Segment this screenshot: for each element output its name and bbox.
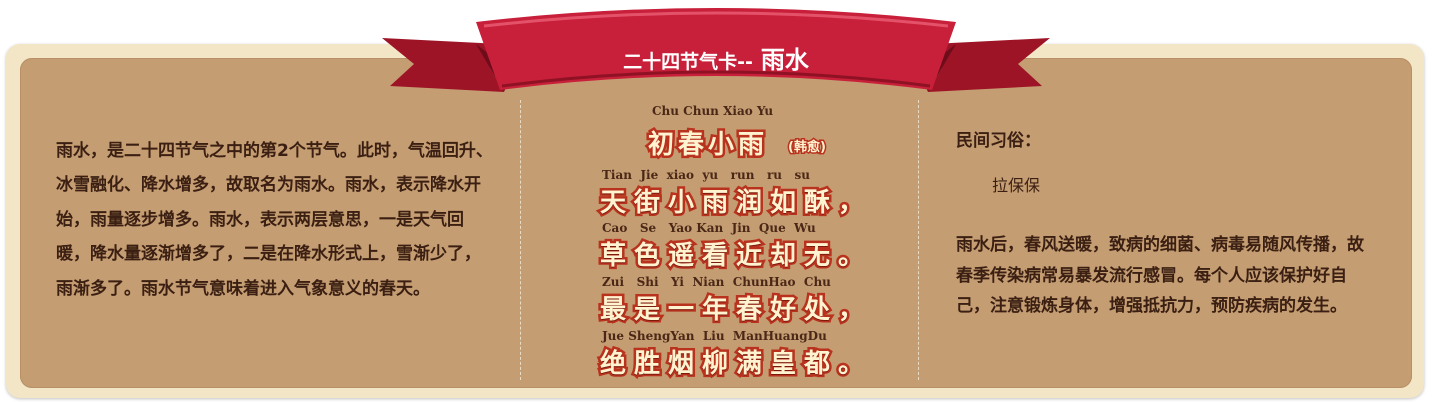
poem-line-2-pinyin: Cao Se Yao Kan Jin Que Wu xyxy=(602,221,816,235)
health-text: 雨水后，春风送暖，致病的细菌、病毒易随风传播，故春季传染病常易暴发流行感冒。每个… xyxy=(956,235,1364,316)
poem-author: (韩愈) xyxy=(787,139,828,157)
banner-title-term: 雨水 xyxy=(760,46,809,74)
poem-line-3: 最是一年春好处， xyxy=(597,293,873,328)
column-divider-left xyxy=(520,100,521,380)
title-ribbon: 二十四节气卡-- 雨水 xyxy=(380,0,1052,100)
poem-line-1-pinyin: Tian Jie xiao yu run ru su xyxy=(602,168,811,182)
customs-item: 拉保保 xyxy=(992,176,1041,195)
column-divider-right xyxy=(918,100,919,380)
ribbon-graphic xyxy=(382,8,1050,92)
poem-line-4-pinyin: Jue ShengYan Liu ManHuangDu xyxy=(602,329,827,343)
poem-line-1: 天街小雨润如酥， xyxy=(597,186,873,221)
customs-label: 民间习俗： xyxy=(956,131,1041,151)
poem-line-3-pinyin: Zui Shi Yi Nian ChunHao Chu xyxy=(602,275,831,289)
poem-line-2: 草色遥看近却无。 xyxy=(597,239,873,274)
banner-title-prefix: 二十四节气卡-- xyxy=(623,51,753,73)
poem-title: 初春小雨 xyxy=(645,128,769,163)
poem-title-pinyin: Chu Chun Xiao Yu xyxy=(652,104,774,118)
poem-line-4: 绝胜烟柳满皇都。 xyxy=(597,347,873,382)
banner-title: 二十四节气卡-- 雨水 xyxy=(380,40,1052,75)
content-card xyxy=(20,58,1412,388)
intro-text: 雨水，是二十四节气之中的第2个节气。此时，气温回升、冰雪融化、降水增多，故取名为… xyxy=(56,141,493,299)
